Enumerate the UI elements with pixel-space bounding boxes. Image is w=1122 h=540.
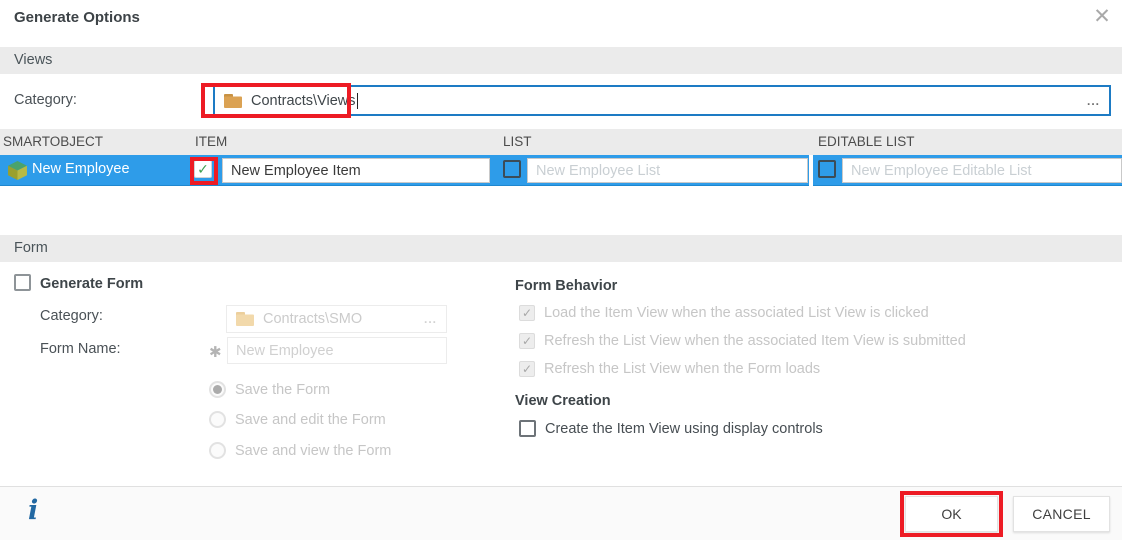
view-creation-checkbox[interactable]	[519, 420, 536, 437]
close-icon[interactable]: ✕	[1093, 5, 1111, 28]
radio-save-view-form	[209, 442, 226, 459]
item-name-input[interactable]	[222, 158, 490, 183]
form-category-ellipsis: ...	[423, 312, 437, 326]
list-checkbox[interactable]	[503, 160, 521, 178]
folder-icon-disabled	[236, 312, 254, 326]
fb-refresh-list-submitted-checkbox: ✓	[519, 333, 535, 349]
form-category-input: Contracts\SMO ...	[226, 305, 447, 333]
form-category-value: Contracts\SMO	[263, 311, 363, 327]
views-category-value: Contracts\Views	[251, 92, 356, 109]
views-section-header: Views	[0, 47, 1122, 74]
list-name-input[interactable]	[527, 158, 808, 183]
radio-save-edit-form-label: Save and edit the Form	[235, 412, 386, 428]
smartobject-cube-icon	[8, 161, 27, 180]
column-separator	[809, 155, 813, 186]
view-creation-label: Create the Item View using display contr…	[545, 421, 823, 437]
col-smartobject: SMARTOBJECT	[3, 134, 104, 149]
fb-refresh-list-loads-checkbox: ✓	[519, 361, 535, 377]
form-category-label: Category:	[40, 308, 103, 324]
form-behavior-heading: Form Behavior	[515, 278, 618, 294]
editable-list-checkbox[interactable]	[818, 160, 836, 178]
form-name-label: Form Name:	[40, 341, 121, 357]
radio-save-view-form-label: Save and view the Form	[235, 443, 392, 459]
radio-save-form	[209, 381, 226, 398]
cancel-button[interactable]: CANCEL	[1013, 496, 1110, 532]
views-table-header: SMARTOBJECT ITEM LIST EDITABLE LIST	[0, 129, 1122, 155]
category-browse-ellipsis[interactable]: ...	[1086, 93, 1100, 108]
folder-icon	[224, 93, 242, 108]
ok-button[interactable]: OK	[905, 496, 998, 532]
generate-form-checkbox[interactable]	[14, 274, 31, 291]
fb-load-item-view-checkbox: ✓	[519, 305, 535, 321]
form-section-header: Form	[0, 235, 1122, 262]
item-checkbox[interactable]: ✓	[194, 160, 212, 178]
radio-save-edit-form	[209, 411, 226, 428]
form-name-input	[227, 337, 447, 364]
col-list: LIST	[503, 134, 532, 149]
fb-refresh-list-submitted-label: Refresh the List View when the associate…	[544, 333, 966, 349]
fb-refresh-list-loads-label: Refresh the List View when the Form load…	[544, 361, 821, 377]
view-creation-heading: View Creation	[515, 393, 611, 409]
dialog-title: Generate Options	[14, 9, 140, 26]
info-icon[interactable]: i	[28, 495, 39, 526]
fb-load-item-view-label: Load the Item View when the associated L…	[544, 305, 929, 321]
smartobject-name: New Employee	[32, 161, 130, 177]
table-row[interactable]: New Employee ✓	[0, 155, 1122, 186]
col-editable-list: EDITABLE LIST	[818, 134, 915, 149]
col-item: ITEM	[195, 134, 228, 149]
editable-list-name-input[interactable]	[842, 158, 1122, 183]
required-asterisk-icon: ✱	[209, 344, 222, 361]
text-caret	[356, 92, 358, 109]
views-category-input[interactable]: Contracts\Views ...	[213, 85, 1111, 116]
radio-save-form-label: Save the Form	[235, 382, 331, 398]
views-category-label: Category:	[14, 92, 77, 108]
generate-form-label: Generate Form	[40, 276, 144, 292]
